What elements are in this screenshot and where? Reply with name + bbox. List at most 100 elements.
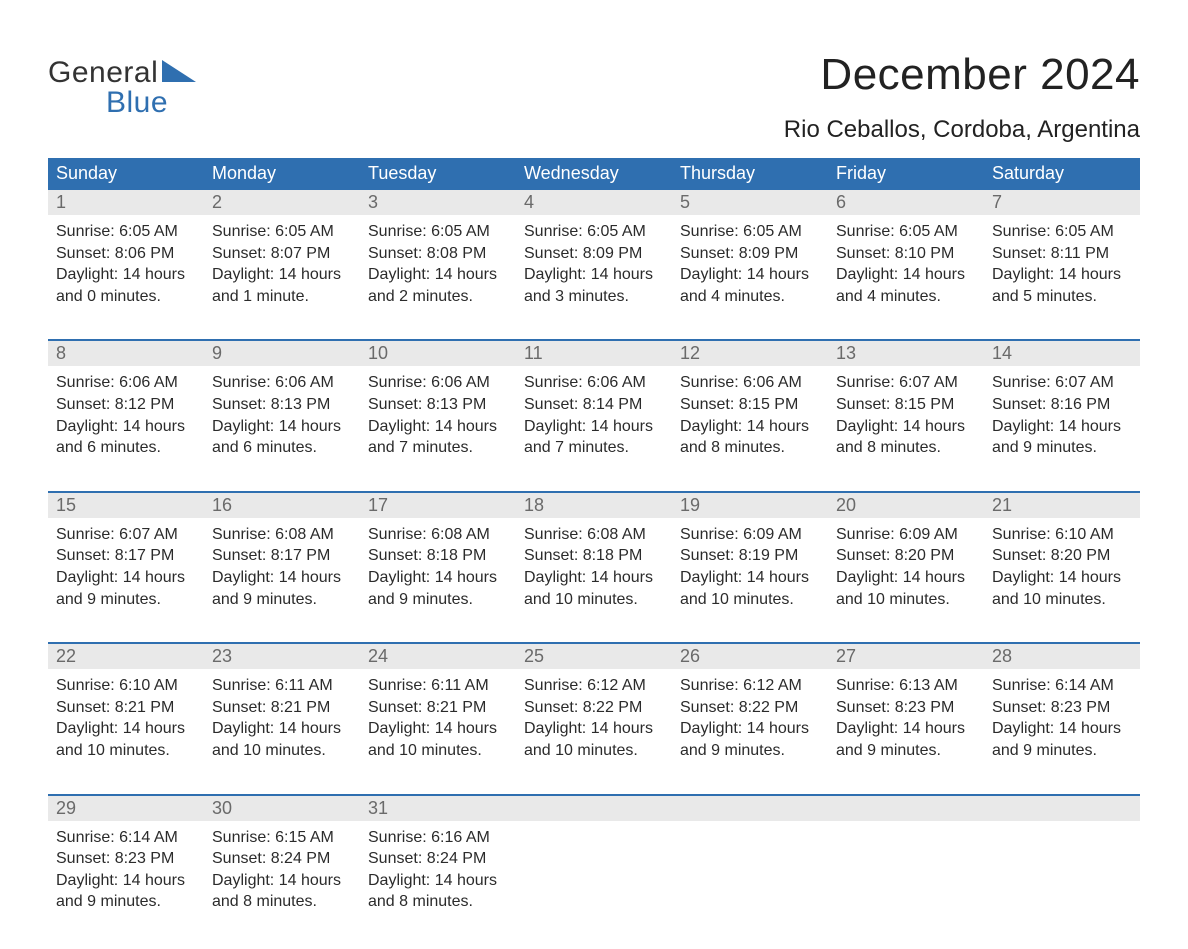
calendar-day: 21Sunrise: 6:10 AMSunset: 8:20 PMDayligh…: [984, 493, 1140, 616]
day-number: 11: [524, 343, 543, 363]
daylight-line2: and 5 minutes.: [992, 286, 1132, 308]
sunrise-text: Sunrise: 6:14 AM: [56, 827, 196, 849]
sunrise-text: Sunrise: 6:05 AM: [368, 221, 508, 243]
day-body: Sunrise: 6:05 AMSunset: 8:09 PMDaylight:…: [516, 215, 672, 313]
day-number: 25: [524, 646, 544, 666]
day-body: Sunrise: 6:06 AMSunset: 8:12 PMDaylight:…: [48, 366, 204, 464]
day-body: Sunrise: 6:05 AMSunset: 8:09 PMDaylight:…: [672, 215, 828, 313]
day-body: Sunrise: 6:08 AMSunset: 8:18 PMDaylight:…: [360, 518, 516, 616]
day-body: [984, 821, 1140, 833]
sunrise-text: Sunrise: 6:10 AM: [56, 675, 196, 697]
calendar-day: 25 Sunrise: 6:12 AMSunset: 8:22 PMDayligh…: [516, 644, 672, 767]
day-body: Sunrise: 6:14 AMSunset: 8:23 PMDaylight:…: [984, 669, 1140, 767]
daylight-line2: and 9 minutes.: [992, 437, 1132, 459]
day-number: 14: [992, 343, 1012, 363]
daylight-line2: and 10 minutes.: [524, 740, 664, 762]
day-number: 3: [368, 192, 378, 212]
day-number: 27: [836, 646, 856, 666]
sunrise-text: Sunrise: 6:11 AM: [368, 675, 508, 697]
calendar-day: 2Sunrise: 6:05 AMSunset: 8:07 PMDaylight…: [204, 190, 360, 313]
calendar-week: 15Sunrise: 6:07 AMSunset: 8:17 PMDayligh…: [48, 491, 1140, 616]
calendar-day: 18Sunrise: 6:08 AMSunset: 8:18 PMDayligh…: [516, 493, 672, 616]
sunset-text: Sunset: 8:23 PM: [836, 697, 976, 719]
sunset-text: Sunset: 8:11 PM: [992, 243, 1132, 265]
calendar-day: 30Sunrise: 6:15 AMSunset: 8:24 PMDayligh…: [204, 796, 360, 919]
calendar-day: 11Sunrise: 6:06 AMSunset: 8:14 PMDayligh…: [516, 341, 672, 464]
sunset-text: Sunset: 8:18 PM: [368, 545, 508, 567]
day-number: [524, 798, 529, 818]
day-number: 6: [836, 192, 846, 212]
sunset-text: Sunset: 8:13 PM: [368, 394, 508, 416]
daylight-line1: Daylight: 14 hours: [368, 870, 508, 892]
daylight-line1: Daylight: 14 hours: [212, 718, 352, 740]
day-number: 24: [368, 646, 388, 666]
daylight-line2: and 4 minutes.: [836, 286, 976, 308]
day-number: 15: [56, 495, 76, 515]
sunrise-text: Sunrise: 6:07 AM: [836, 372, 976, 394]
day-number: [836, 798, 841, 818]
day-number: 18: [524, 495, 544, 515]
daylight-line1: Daylight: 14 hours: [368, 718, 508, 740]
day-body: Sunrise: 6:14 AMSunset: 8:23 PMDaylight:…: [48, 821, 204, 919]
day-number: 4: [524, 192, 534, 212]
sunrise-text: Sunrise: 6:09 AM: [680, 524, 820, 546]
daylight-line2: and 6 minutes.: [212, 437, 352, 459]
daylight-line2: and 9 minutes.: [368, 589, 508, 611]
daylight-line1: Daylight: 14 hours: [524, 416, 664, 438]
sunset-text: Sunset: 8:24 PM: [212, 848, 352, 870]
weekday-sunday: Sunday: [48, 158, 204, 190]
sunset-text: Sunset: 8:24 PM: [368, 848, 508, 870]
day-number: [992, 798, 997, 818]
daylight-line2: and 9 minutes.: [212, 589, 352, 611]
day-number: 2: [212, 192, 222, 212]
calendar-day: 10Sunrise: 6:06 AMSunset: 8:13 PMDayligh…: [360, 341, 516, 464]
sunrise-text: Sunrise: 6:14 AM: [992, 675, 1132, 697]
day-number: 23: [212, 646, 232, 666]
day-body: Sunrise: 6:11 AMSunset: 8:21 PMDaylight:…: [360, 669, 516, 767]
calendar-day: 23Sunrise: 6:11 AMSunset: 8:21 PMDayligh…: [204, 644, 360, 767]
sunrise-text: Sunrise: 6:13 AM: [836, 675, 976, 697]
calendar-day: 5 Sunrise: 6:05 AMSunset: 8:09 PMDaylight…: [672, 190, 828, 313]
calendar-day: 9Sunrise: 6:06 AMSunset: 8:13 PMDaylight…: [204, 341, 360, 464]
day-body: [672, 821, 828, 833]
sunrise-text: Sunrise: 6:06 AM: [56, 372, 196, 394]
calendar-day: 17Sunrise: 6:08 AMSunset: 8:18 PMDayligh…: [360, 493, 516, 616]
day-body: Sunrise: 6:09 AMSunset: 8:19 PMDaylight:…: [672, 518, 828, 616]
weekday-header: Sunday Monday Tuesday Wednesday Thursday…: [48, 158, 1140, 190]
sunset-text: Sunset: 8:22 PM: [524, 697, 664, 719]
day-body: [828, 821, 984, 833]
sunset-text: Sunset: 8:20 PM: [992, 545, 1132, 567]
sunset-text: Sunset: 8:15 PM: [680, 394, 820, 416]
daylight-line1: Daylight: 14 hours: [56, 718, 196, 740]
sunrise-text: Sunrise: 6:05 AM: [212, 221, 352, 243]
sunset-text: Sunset: 8:22 PM: [680, 697, 820, 719]
sunrise-text: Sunrise: 6:12 AM: [680, 675, 820, 697]
day-number: 12: [680, 343, 700, 363]
logo-triangle-icon: [162, 58, 196, 88]
day-body: Sunrise: 6:12 AMSunset: 8:22 PMDaylight:…: [516, 669, 672, 767]
day-number: 30: [212, 798, 232, 818]
logo-text-bottom: Blue: [48, 88, 168, 118]
sunrise-text: Sunrise: 6:07 AM: [992, 372, 1132, 394]
day-body: Sunrise: 6:13 AMSunset: 8:23 PMDaylight:…: [828, 669, 984, 767]
sunrise-text: Sunrise: 6:06 AM: [368, 372, 508, 394]
sunset-text: Sunset: 8:06 PM: [56, 243, 196, 265]
calendar-day: 27 Sunrise: 6:13 AMSunset: 8:23 PMDayligh…: [828, 644, 984, 767]
calendar-day: [828, 796, 984, 919]
weekday-friday: Friday: [828, 158, 984, 190]
day-number: 21: [992, 495, 1012, 515]
daylight-line2: and 9 minutes.: [56, 891, 196, 913]
daylight-line2: and 10 minutes.: [56, 740, 196, 762]
calendar-day: 3Sunrise: 6:05 AMSunset: 8:08 PMDaylight…: [360, 190, 516, 313]
sunset-text: Sunset: 8:21 PM: [56, 697, 196, 719]
daylight-line1: Daylight: 14 hours: [212, 870, 352, 892]
daylight-line2: and 7 minutes.: [368, 437, 508, 459]
day-number: 5: [680, 192, 690, 212]
sunset-text: Sunset: 8:17 PM: [56, 545, 196, 567]
daylight-line1: Daylight: 14 hours: [368, 416, 508, 438]
sunrise-text: Sunrise: 6:12 AM: [524, 675, 664, 697]
sunrise-text: Sunrise: 6:06 AM: [212, 372, 352, 394]
day-number: 8: [56, 343, 66, 363]
day-number: 31: [368, 798, 388, 818]
daylight-line1: Daylight: 14 hours: [368, 567, 508, 589]
